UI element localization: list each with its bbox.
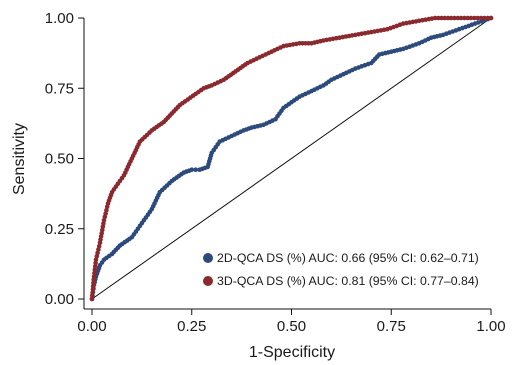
data-point <box>455 15 461 21</box>
x-tick-label: 1.00 <box>476 318 505 335</box>
data-point <box>445 15 451 21</box>
series-2 <box>89 15 494 302</box>
data-point <box>432 15 438 21</box>
data-point <box>485 15 491 21</box>
data-point <box>448 15 454 21</box>
data-point <box>475 15 481 21</box>
series-layer <box>89 15 494 302</box>
legend-label: 2D-QCA DS (%) AUC: 0.66 (95% CI: 0.62–0.… <box>217 251 479 265</box>
x-tick-label: 0.75 <box>377 318 406 335</box>
y-axis-label: Sensitivity <box>11 123 28 195</box>
data-point <box>462 15 467 21</box>
y-tick-label: 0.00 <box>45 291 74 308</box>
data-point <box>478 15 484 21</box>
legend-item-1: 2D-QCA DS (%) AUC: 0.66 (95% CI: 0.62–0.… <box>203 251 479 265</box>
data-point <box>189 167 195 172</box>
legend-marker <box>203 276 213 286</box>
data-point <box>91 274 97 279</box>
data-point <box>90 283 96 289</box>
legend-label: 3D-QCA DS (%) AUC: 0.81 (95% CI: 0.77–0.… <box>217 274 479 288</box>
x-tick-label: 0.50 <box>277 318 306 335</box>
x-tick-label: 0.25 <box>177 318 206 335</box>
y-tick-label: 0.75 <box>45 80 74 97</box>
data-point <box>458 15 464 21</box>
y-tick-label: 0.50 <box>45 151 74 168</box>
data-point <box>488 15 494 21</box>
data-point <box>472 15 477 21</box>
data-point <box>193 167 198 172</box>
y-tick-label: 0.25 <box>45 221 74 238</box>
data-point <box>452 15 457 21</box>
series-1 <box>89 15 494 302</box>
data-point <box>442 15 448 21</box>
reference-diagonal-line <box>91 17 492 300</box>
data-point <box>439 15 444 21</box>
data-point <box>92 267 98 273</box>
legend-item-2: 3D-QCA DS (%) AUC: 0.81 (95% CI: 0.77–0.… <box>203 274 479 288</box>
x-tick-label: 0.00 <box>77 318 106 335</box>
data-point <box>436 15 441 21</box>
data-point <box>468 15 474 21</box>
data-point <box>465 15 471 21</box>
legend: 2D-QCA DS (%) AUC: 0.66 (95% CI: 0.62–0.… <box>203 251 479 288</box>
y-tick-label: 1.00 <box>45 10 74 27</box>
data-point <box>92 264 98 269</box>
data-point <box>482 15 487 21</box>
axes: 0.00 0.25 0.50 0.75 1.00 0.00 0.25 0.50 0.75 1.00 <box>45 10 506 335</box>
legend-marker <box>203 253 213 263</box>
x-axis-label: 1-Specificity <box>249 344 335 361</box>
